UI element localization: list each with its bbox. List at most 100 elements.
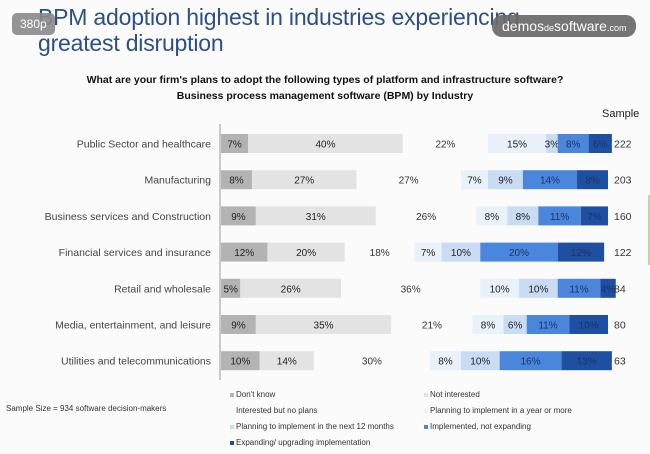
bar-segment (221, 134, 249, 153)
legend-item: Planning to implement in the next 12 mon… (230, 422, 394, 431)
data-label: 8% (438, 357, 453, 368)
bar-segment (503, 315, 527, 334)
bar-segment (221, 278, 241, 298)
data-label: 10% (528, 284, 548, 295)
bar-segment (557, 242, 605, 262)
bar-segment (480, 242, 558, 262)
legend-item: Planning to implement in a year or more (424, 406, 572, 415)
bar-segment (488, 134, 547, 153)
watermark-tld: .com (606, 23, 627, 33)
data-label: 40% (315, 140, 335, 151)
legend-label: Planning to implement in the next 12 mon… (236, 422, 394, 431)
bar-segment (251, 170, 357, 190)
data-label: 26% (281, 284, 301, 295)
bar-segment (402, 134, 489, 153)
data-label: 9% (498, 176, 513, 187)
edge-marker (648, 195, 650, 265)
legend-label: Interested but no plans (236, 406, 318, 415)
data-label: 4% (601, 284, 616, 295)
bar-segment (248, 134, 403, 153)
data-label: 20% (296, 248, 316, 259)
bar-segment (522, 170, 578, 190)
data-label: 10% (579, 321, 599, 332)
bar-segment (259, 351, 314, 371)
data-label: 6% (593, 140, 608, 151)
bar-segment (526, 315, 570, 334)
legend-swatch (424, 392, 428, 397)
legend-label: Implemented, not expanding (430, 422, 531, 431)
bar-segment (577, 170, 608, 190)
bar-segment (588, 134, 612, 153)
data-label: 10% (490, 284, 510, 295)
data-label: 11% (550, 212, 569, 223)
data-label: 12% (571, 248, 591, 259)
bar-segment (221, 351, 260, 371)
bar-segment (221, 170, 252, 190)
data-label: 10% (451, 248, 471, 259)
bar-segment (221, 315, 256, 334)
bar-segment (391, 315, 473, 334)
data-label: 7% (421, 248, 436, 259)
legend-swatch (230, 424, 234, 429)
category-label: Public Sector and healthcare (77, 139, 211, 151)
data-label: 30% (362, 357, 382, 368)
legend-item: Not interested (424, 390, 480, 399)
legend-label: Planning to implement in a year or more (430, 406, 572, 415)
sample-value: 222 (614, 139, 632, 151)
legend-item: Expanding/ upgrading implementation (230, 438, 370, 447)
data-label: 8% (485, 212, 500, 223)
data-label: 7% (467, 176, 482, 187)
data-label: 7% (587, 212, 602, 223)
data-label: 9% (231, 212, 246, 223)
bar-segment (414, 242, 442, 262)
data-label: 31% (306, 212, 326, 223)
data-label: 27% (399, 176, 419, 187)
category-label: Manufacturing (144, 175, 211, 187)
data-label: 22% (435, 140, 455, 151)
chart-header: What are your firm's plans to adopt the … (0, 72, 650, 104)
bar-segment (561, 351, 612, 371)
data-label: 7% (227, 140, 242, 151)
data-label: 12% (234, 248, 254, 259)
bar-segment (221, 242, 268, 262)
sample-value: 80 (614, 320, 626, 332)
legend-swatch (424, 408, 428, 413)
data-label: 9% (231, 321, 246, 332)
data-label: 6% (508, 321, 523, 332)
bar-segment (538, 206, 581, 226)
bar-segment (313, 351, 430, 371)
bar-segment (488, 170, 523, 190)
data-label: 14% (277, 357, 297, 368)
legend-item: Implemented, not expanding (424, 422, 531, 431)
bar-segment (441, 242, 481, 262)
bar-segment (375, 206, 477, 226)
title-line-2: greatest disruption (38, 30, 224, 56)
bar-segment (460, 170, 489, 190)
bar-segment (546, 134, 558, 153)
bar-segment (472, 315, 504, 334)
legend-label: Don't know (236, 390, 276, 399)
bar-segment (429, 351, 461, 371)
data-label: 10% (470, 357, 490, 368)
data-label: 3% (545, 140, 560, 151)
data-label: 11% (569, 284, 588, 295)
slide-title: BPM adoption highest in industries exper… (38, 4, 520, 56)
data-label: 8% (516, 212, 531, 223)
data-label: 10% (230, 357, 250, 368)
legend-item: Don't know (230, 390, 275, 399)
data-label: 8% (229, 176, 244, 187)
data-label: 27% (294, 176, 314, 187)
bar-segment (221, 206, 256, 226)
watermark: demosdesoftware.com (492, 15, 637, 37)
sample-header: Sample (602, 108, 640, 120)
data-label: 16% (521, 357, 541, 368)
quality-badge[interactable]: 380p (12, 13, 55, 35)
bar-segment (476, 206, 508, 226)
watermark-text: demos (502, 18, 545, 34)
data-label: 36% (401, 284, 421, 295)
bar-segment (518, 278, 558, 298)
sample-value: 84 (614, 283, 626, 295)
data-label: 35% (314, 321, 334, 332)
data-label: 15% (507, 140, 527, 151)
